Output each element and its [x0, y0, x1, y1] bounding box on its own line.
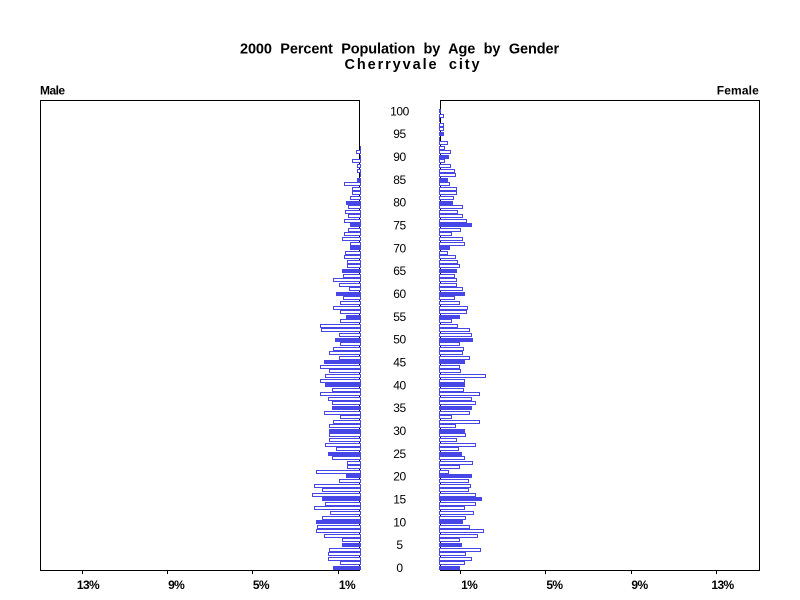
- svg-text:40: 40: [393, 378, 406, 392]
- svg-text:20: 20: [393, 470, 406, 484]
- svg-text:9%: 9%: [168, 578, 185, 592]
- svg-text:75: 75: [393, 219, 406, 233]
- svg-text:90: 90: [393, 150, 406, 164]
- svg-text:15: 15: [393, 493, 406, 507]
- svg-text:1%: 1%: [339, 578, 356, 592]
- svg-text:50: 50: [393, 333, 406, 347]
- svg-text:10: 10: [393, 515, 406, 529]
- svg-text:80: 80: [393, 196, 406, 210]
- svg-text:65: 65: [393, 264, 406, 278]
- svg-text:70: 70: [393, 241, 406, 255]
- svg-text:25: 25: [393, 447, 406, 461]
- svg-text:30: 30: [393, 424, 406, 438]
- svg-text:Female: Female: [717, 84, 759, 98]
- svg-text:5: 5: [396, 538, 403, 552]
- svg-text:60: 60: [393, 287, 406, 301]
- svg-text:9%: 9%: [631, 578, 648, 592]
- svg-text:13%: 13%: [711, 578, 734, 592]
- svg-text:5%: 5%: [546, 578, 563, 592]
- svg-text:35: 35: [393, 401, 406, 415]
- svg-text:Male: Male: [40, 84, 65, 98]
- svg-text:Cherryvale city: Cherryvale city: [345, 57, 482, 73]
- svg-text:95: 95: [393, 127, 406, 141]
- svg-text:0: 0: [396, 561, 403, 575]
- svg-text:5%: 5%: [253, 578, 270, 592]
- svg-text:1%: 1%: [461, 578, 478, 592]
- svg-text:45: 45: [393, 356, 406, 370]
- svg-text:55: 55: [393, 310, 406, 324]
- svg-text:85: 85: [393, 173, 406, 187]
- svg-text:100: 100: [390, 104, 410, 118]
- svg-text:13%: 13%: [77, 578, 100, 592]
- svg-text:2000 Percent Population by Age: 2000 Percent Population by Age by Gender: [240, 42, 559, 58]
